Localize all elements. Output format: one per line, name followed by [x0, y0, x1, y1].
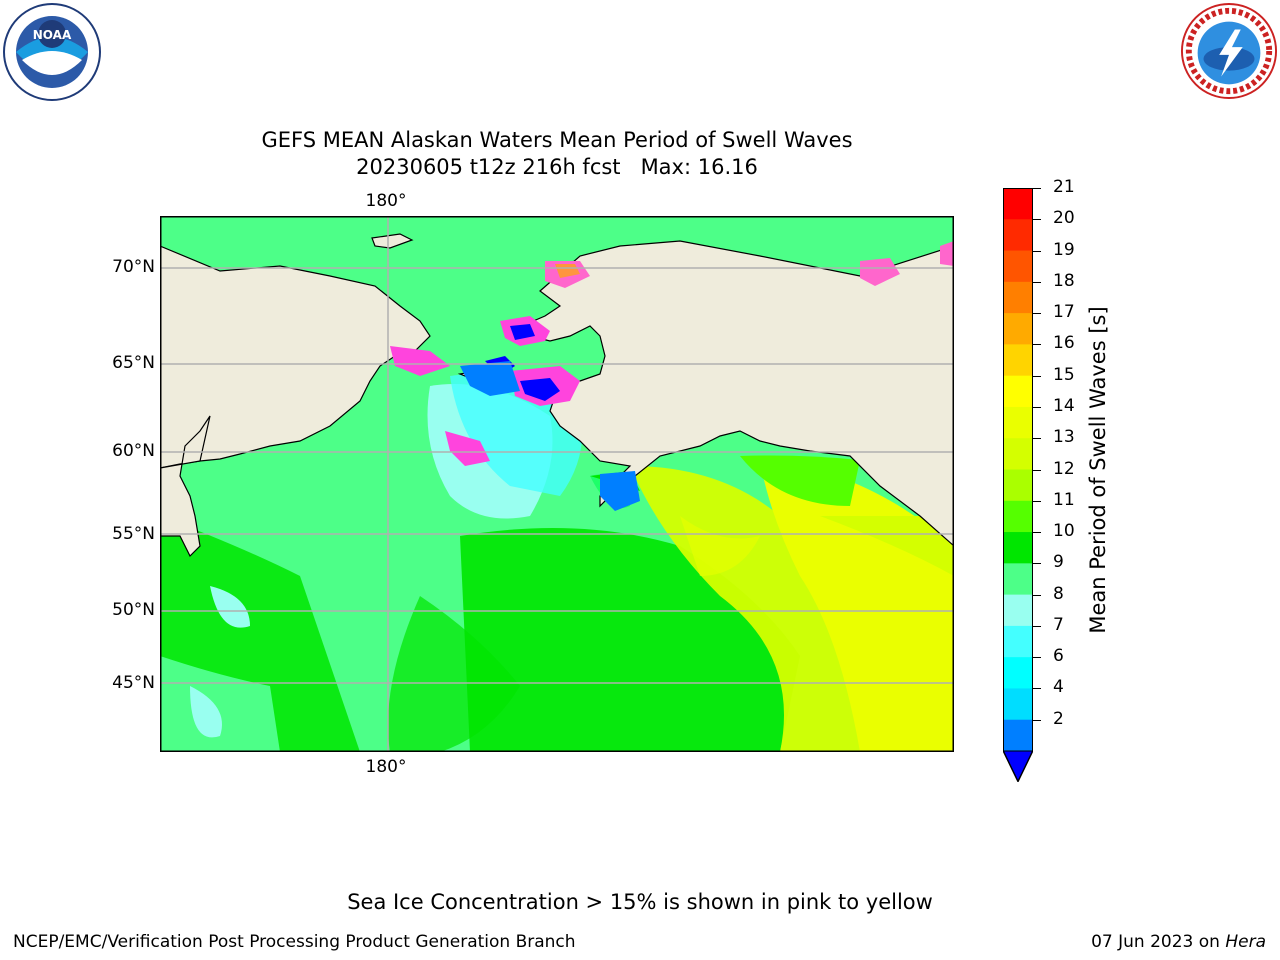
colorbar-segment [1003, 563, 1033, 596]
colorbar-tick-label: 4 [1053, 677, 1064, 698]
colorbar-segment [1003, 188, 1033, 220]
chart-title: GEFS MEAN Alaskan Waters Mean Period of … [261, 128, 853, 152]
colorbar-segment [1003, 438, 1033, 470]
colorbar-tick-label: 9 [1053, 552, 1064, 573]
colorbar-tick-label: 7 [1053, 614, 1064, 635]
colorbar-segment [1003, 344, 1033, 377]
colorbar-tick-label: 17 [1053, 302, 1075, 323]
colorbar-segment [1003, 532, 1033, 564]
siberia-land [160, 245, 431, 469]
graticule [160, 216, 954, 752]
colorbar-tick-label: 12 [1053, 458, 1075, 479]
lat-label-55: 55°N [112, 524, 155, 544]
colorbar-tick [1033, 688, 1041, 690]
colorbar-segment [1003, 219, 1033, 252]
colorbar-segment [1003, 688, 1033, 721]
colorbar-tick-label: 13 [1053, 427, 1075, 448]
colorbar-tick [1033, 469, 1041, 471]
colorbar-tick [1033, 344, 1041, 346]
colorbar-tick [1033, 500, 1041, 502]
wrangel-island [371, 233, 414, 249]
colorbar-segment [1003, 500, 1033, 533]
colorbar-tick-label: 19 [1053, 239, 1075, 260]
colorbar-label: Mean Period of Swell Waves [s] [1086, 306, 1110, 634]
noaa-logo: NOAA [3, 3, 101, 101]
lat-label-65: 65°N [112, 353, 155, 373]
colorbar-segment [1003, 313, 1033, 345]
lat-label-45: 45°N [112, 673, 155, 693]
colorbar-tick-label: 11 [1053, 489, 1075, 510]
lat-label-60: 60°N [112, 441, 155, 461]
colorbar-segment [1003, 657, 1033, 689]
colorbar-tick [1033, 250, 1041, 252]
colorbar-tick [1033, 438, 1041, 440]
colorbar-tick [1033, 219, 1041, 221]
colorbar-tick [1033, 406, 1041, 408]
lon-label-bottom: 180° [365, 757, 407, 777]
colorbar-segment [1003, 625, 1033, 658]
colorbar-tick-label: 14 [1053, 395, 1075, 416]
colorbar-segment [1003, 719, 1033, 752]
colorbar-tick [1033, 532, 1041, 534]
colorbar-tick [1033, 375, 1041, 377]
alaska-land [508, 240, 954, 547]
colorbar [1003, 188, 1033, 782]
land [160, 233, 954, 558]
footer-credit: NCEP/EMC/Verification Post Processing Pr… [13, 932, 576, 952]
colorbar-tick-label: 18 [1053, 270, 1075, 291]
lon-label-top: 180° [365, 191, 407, 211]
colorbar-segment [1003, 406, 1033, 439]
colorbar-tick-label: 8 [1053, 583, 1064, 604]
kamchatka-land [160, 415, 211, 558]
colorbar-tick-label: 21 [1053, 177, 1075, 197]
colorbar-tick-label: 6 [1053, 646, 1064, 667]
colorbar-tick [1033, 594, 1041, 596]
lat-label-50: 50°N [112, 600, 155, 620]
colorbar-segment [1003, 281, 1033, 314]
colorbar-segment [1003, 594, 1033, 627]
colorbar-tick [1033, 563, 1041, 565]
lat-label-70: 70°N [112, 257, 155, 277]
colorbar-tick [1033, 281, 1041, 283]
footer-date-text: 07 Jun 2023 on [1091, 932, 1226, 952]
colorbar-tick-label: 16 [1053, 333, 1075, 354]
noaa-logo-text: NOAA [33, 28, 72, 42]
colorbar-segment [1003, 469, 1033, 502]
colorbar-tick [1033, 625, 1041, 627]
colorbar-tick [1033, 657, 1041, 659]
colorbar-tick-label: 15 [1053, 364, 1075, 385]
colorbar-tick [1033, 188, 1041, 189]
footer-host: Hera [1225, 932, 1266, 952]
colorbar-segment [1003, 375, 1033, 408]
colorbar-tick-label: 10 [1053, 521, 1075, 542]
colorbar-tick [1033, 313, 1041, 315]
colorbar-tick-label: 20 [1053, 208, 1075, 229]
sea-ice-note: Sea Ice Concentration > 15% is shown in … [347, 890, 933, 914]
chart-subtitle: 20230605 t12z 216h fcst Max: 16.16 [356, 155, 758, 179]
nws-logo [1180, 2, 1278, 100]
footer-date: 07 Jun 2023 on Hera [1091, 932, 1266, 952]
colorbar-tick-label: 2 [1053, 708, 1064, 729]
colorbar-tick [1033, 719, 1041, 721]
colorbar-segment [1003, 250, 1033, 283]
colorbar-extend-arrow [1003, 750, 1033, 782]
swell-period-map [160, 216, 954, 752]
